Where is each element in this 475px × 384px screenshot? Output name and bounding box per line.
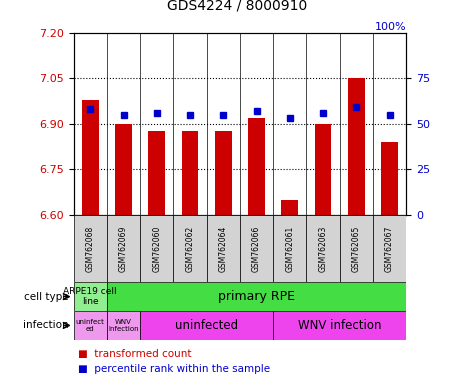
Text: 100%: 100% [374, 22, 406, 32]
Text: GSM762063: GSM762063 [319, 225, 327, 272]
Bar [348, 78, 365, 215]
Bar [273, 311, 406, 340]
Text: WNV
infection: WNV infection [108, 319, 139, 332]
Bar [273, 215, 306, 282]
Bar [74, 282, 107, 311]
Text: cell type: cell type [24, 291, 69, 302]
Text: ■  transformed count: ■ transformed count [78, 349, 192, 359]
Text: ARPE19 cell
line: ARPE19 cell line [64, 287, 117, 306]
Text: GSM762062: GSM762062 [186, 225, 194, 272]
Text: infection: infection [23, 320, 69, 331]
Text: GSM762069: GSM762069 [119, 225, 128, 272]
Bar [314, 124, 332, 215]
Text: ■  percentile rank within the sample: ■ percentile rank within the sample [78, 364, 270, 374]
Text: GSM762067: GSM762067 [385, 225, 394, 272]
Bar [381, 142, 398, 215]
Text: GSM762066: GSM762066 [252, 225, 261, 272]
Bar [207, 215, 240, 282]
Bar [115, 124, 132, 215]
Bar [340, 215, 373, 282]
Bar [82, 99, 99, 215]
Text: uninfected: uninfected [175, 319, 238, 332]
Text: GSM762065: GSM762065 [352, 225, 361, 272]
Text: WNV infection: WNV infection [298, 319, 381, 332]
Bar [181, 131, 199, 215]
Bar [173, 215, 207, 282]
Text: primary RPE: primary RPE [218, 290, 295, 303]
Text: GSM762068: GSM762068 [86, 225, 95, 272]
Bar [107, 215, 140, 282]
Bar [140, 311, 273, 340]
Text: GSM762064: GSM762064 [219, 225, 228, 272]
Bar [215, 131, 232, 215]
Bar [306, 215, 340, 282]
Bar [148, 131, 165, 215]
Text: GSM762060: GSM762060 [152, 225, 161, 272]
Bar [240, 215, 273, 282]
Text: GSM762061: GSM762061 [285, 225, 294, 272]
Bar [74, 215, 107, 282]
Text: GDS4224 / 8000910: GDS4224 / 8000910 [167, 0, 308, 13]
Text: uninfect
ed: uninfect ed [76, 319, 104, 332]
Bar [140, 215, 173, 282]
Bar [107, 311, 140, 340]
Bar [373, 215, 406, 282]
Bar [281, 200, 298, 215]
Bar [74, 311, 107, 340]
Bar [248, 118, 265, 215]
